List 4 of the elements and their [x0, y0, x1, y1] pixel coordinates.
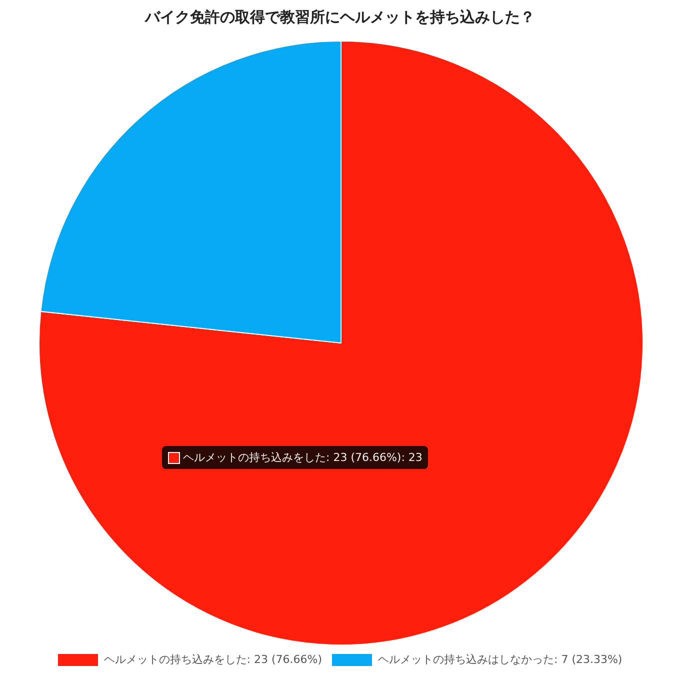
- slice-label: ヘルメットの持ち込みをした: 23 (76.66%): [104, 652, 322, 667]
- legend-label: ヘルメットの持ち込みはしなかった: 7 (23.33%): [378, 652, 622, 667]
- chart-title: バイク免許の取得で教習所にヘルメットを持ち込みした？: [144, 8, 536, 27]
- text: ヘルメットの持ち込みをした: 23 (76.66%): 23: [183, 450, 422, 465]
